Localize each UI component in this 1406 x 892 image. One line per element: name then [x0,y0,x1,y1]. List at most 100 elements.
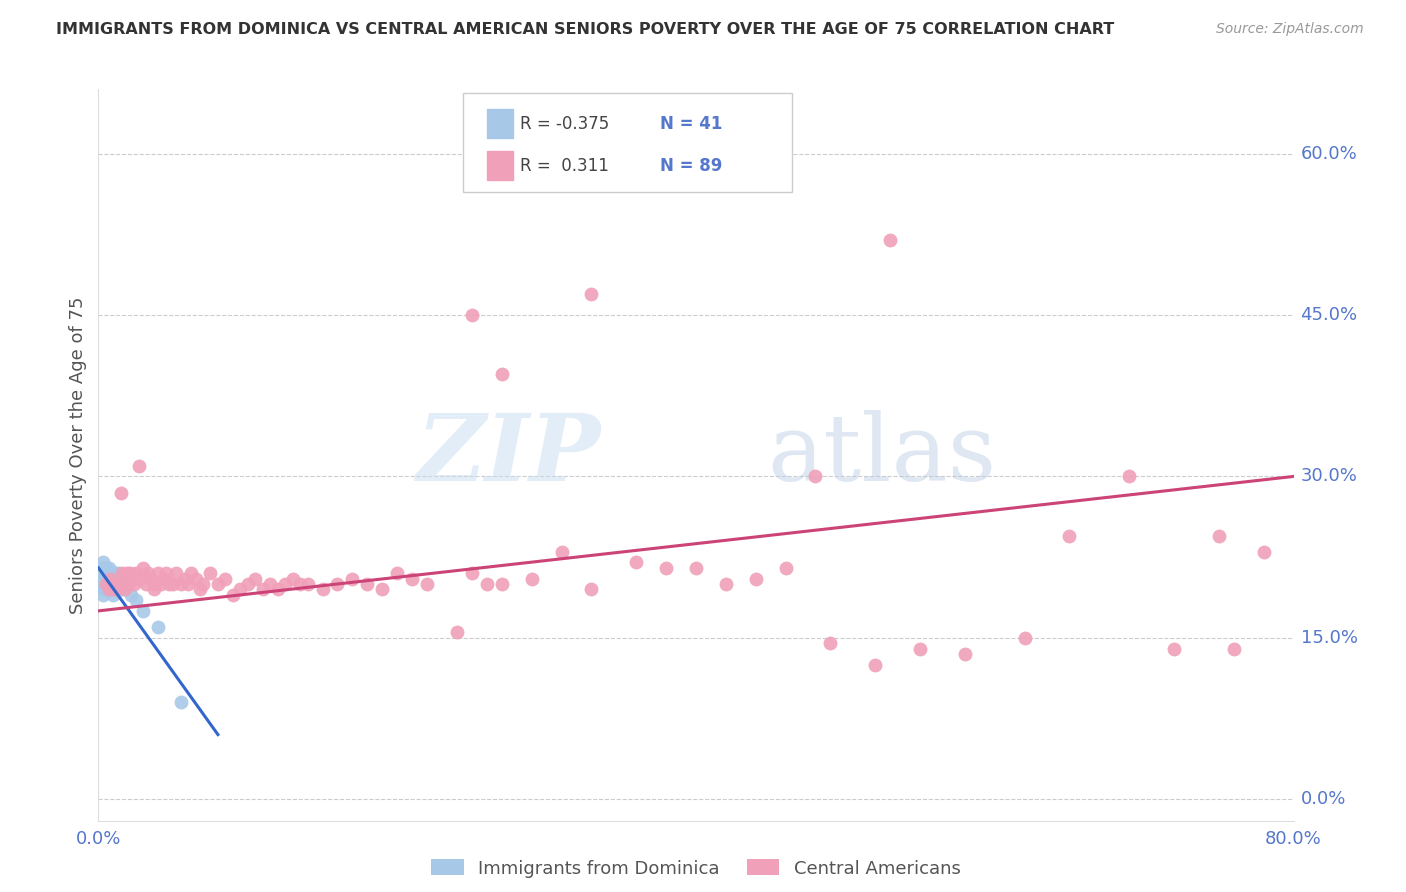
Point [150,577,173,591]
Point [714,577,737,591]
Point [148,620,170,634]
Point [297,577,319,591]
Text: 60.0%: 60.0% [1301,145,1357,162]
Point [157,577,180,591]
Point [105,577,128,591]
Point [105,582,128,597]
Point [117,577,139,591]
Point [94,577,117,591]
Point [132,561,155,575]
Point [356,577,378,591]
Point [120,572,142,586]
Point [820,636,842,650]
Point [107,566,129,581]
Text: N = 41: N = 41 [661,115,723,133]
Point [104,577,127,591]
Point [91,556,114,570]
Point [155,566,177,581]
Point [685,561,707,575]
Point [111,582,134,597]
Point [98,566,122,581]
Bar [486,109,513,138]
Point [104,566,127,581]
Point [461,308,484,322]
Point [1163,641,1185,656]
Text: 30.0%: 30.0% [1301,467,1357,485]
Point [132,604,155,618]
Point [491,577,513,591]
Point [101,577,124,591]
Point [174,572,197,586]
Point [162,577,184,591]
Point [103,588,125,602]
Point [491,368,513,382]
Point [115,566,138,581]
Point [1208,528,1230,542]
Point [128,458,150,473]
Point [129,572,152,586]
Point [288,577,311,591]
Point [93,577,115,591]
Point [259,577,281,591]
Point [142,582,165,597]
Text: 45.0%: 45.0% [1301,306,1358,324]
Point [342,572,364,586]
Point [1059,528,1081,542]
Point [229,582,252,597]
Point [879,233,901,247]
Point [148,566,170,581]
Point [107,577,129,591]
Point [461,566,484,581]
Point [475,577,498,591]
Point [401,572,423,586]
Point [94,566,117,581]
Point [91,588,114,602]
Point [89,566,111,581]
Text: R =  0.311: R = 0.311 [520,157,609,175]
Point [110,485,132,500]
Y-axis label: Seniors Poverty Over the Age of 75: Seniors Poverty Over the Age of 75 [69,296,87,614]
Text: N = 89: N = 89 [661,157,723,175]
Point [581,286,603,301]
Bar [486,151,513,180]
Point [581,582,603,597]
Point [104,577,127,591]
Point [112,572,135,586]
Point [326,577,349,591]
Point [125,593,148,607]
Point [1014,631,1036,645]
Text: 0.0%: 0.0% [1301,790,1346,808]
Point [103,572,125,586]
Point [136,566,159,581]
Point [110,582,132,597]
Point [245,572,267,586]
Point [274,577,297,591]
Point [655,561,678,575]
Point [114,582,136,597]
Point [188,582,211,597]
Point [117,577,139,591]
Point [191,577,214,591]
Point [139,572,162,586]
Point [908,641,931,656]
Point [98,577,122,591]
Point [1118,469,1140,483]
Text: R = -0.375: R = -0.375 [520,115,610,133]
Point [180,566,202,581]
Point [200,566,222,581]
Point [90,561,112,575]
Point [1253,545,1275,559]
Point [745,572,768,586]
Point [118,566,141,581]
Point [214,572,236,586]
Point [1223,641,1246,656]
Point [953,647,976,661]
Point [775,561,797,575]
Point [94,561,117,575]
Point [252,582,274,597]
Point [153,572,176,586]
Point [143,577,166,591]
Point [98,582,122,597]
Point [125,566,148,581]
Text: Source: ZipAtlas.com: Source: ZipAtlas.com [1216,22,1364,37]
